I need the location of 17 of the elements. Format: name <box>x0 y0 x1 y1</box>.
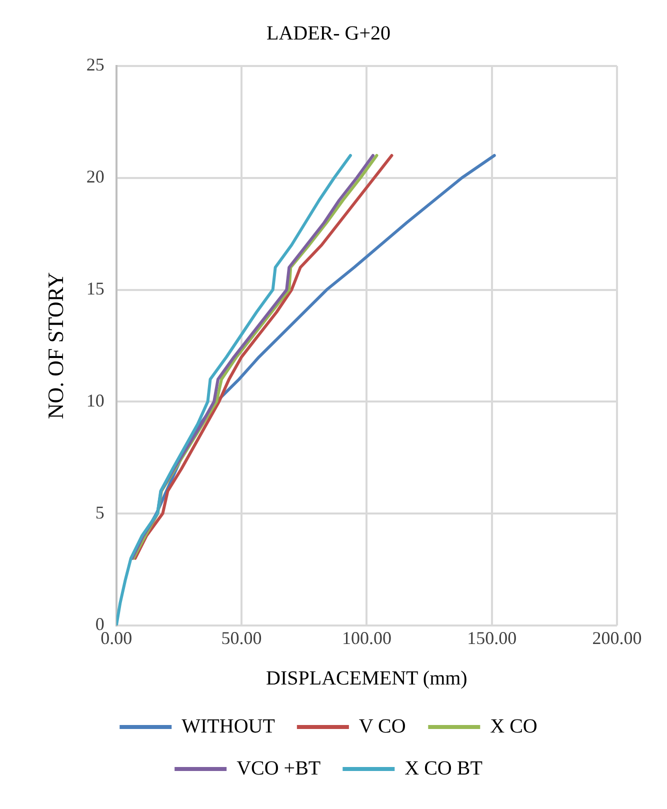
y-axis-title: NO. OF STORY <box>42 272 68 420</box>
x-tick-label: 50.00 <box>221 628 262 648</box>
legend-label: X CO BT <box>404 757 482 780</box>
x-tick-label: 100.00 <box>342 628 392 648</box>
x-axis-title: DISPLACEMENT (mm) <box>266 667 468 690</box>
y-tick-label: 5 <box>95 502 104 522</box>
x-tick-label: 200.00 <box>592 628 642 648</box>
y-tick-label: 20 <box>86 166 104 187</box>
y-tick-label: 15 <box>86 278 104 298</box>
y-tick-label: 10 <box>86 390 104 410</box>
y-tick-label: 25 <box>86 54 104 75</box>
legend-label: VCO +BT <box>236 757 321 780</box>
legend-label: V CO <box>358 715 406 738</box>
chart-title: LADER- G+20 <box>266 22 391 44</box>
legend-label: WITHOUT <box>182 715 275 738</box>
x-tick-label: 150.00 <box>467 628 517 648</box>
legend-label: X CO <box>490 715 538 738</box>
